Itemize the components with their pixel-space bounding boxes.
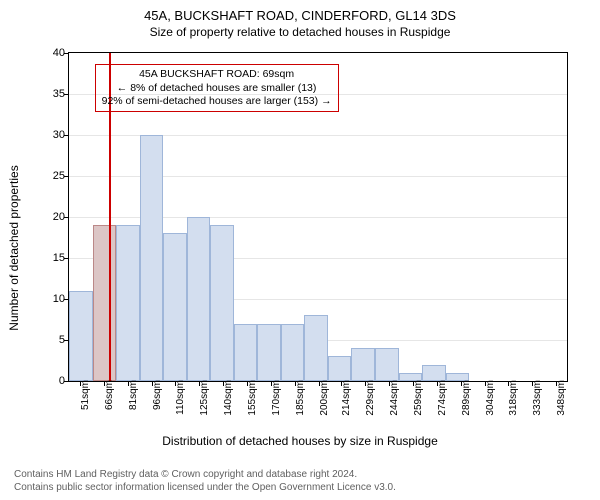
histogram-bar [116,225,140,381]
page-title: 45A, BUCKSHAFT ROAD, CINDERFORD, GL14 3D… [0,0,600,25]
footer-line: Contains public sector information licen… [14,482,396,495]
annotation-line: 45A BUCKSHAFT ROAD: 69sqm [102,68,332,81]
y-tick-label: 25 [39,170,65,182]
x-tick-label: 229sqm [365,380,376,416]
x-tick-label: 289sqm [461,380,472,416]
histogram-bar [163,233,187,381]
x-tick-label: 140sqm [223,380,234,416]
x-tick-label: 318sqm [508,380,519,416]
y-tick-label: 30 [39,129,65,141]
histogram-bar [375,348,399,381]
histogram-bar [281,324,305,381]
histogram-bar [93,225,117,381]
annotation-line: ← 8% of detached houses are smaller (13) [102,82,332,95]
x-tick-label: 170sqm [271,380,282,416]
histogram-bar [257,324,281,381]
histogram-bar [69,291,93,381]
histogram-bar [210,225,234,381]
histogram-bar [187,217,211,381]
plot-area: 051015202530354051sqm66sqm81sqm96sqm110s… [68,52,568,382]
x-tick-label: 110sqm [175,380,186,415]
x-axis-label: Distribution of detached houses by size … [20,434,580,448]
y-tick-label: 40 [39,47,65,59]
x-tick-label: 259sqm [413,380,424,416]
x-tick-label: 51sqm [80,380,91,410]
x-tick-label: 333sqm [532,380,543,416]
x-tick-label: 66sqm [104,380,115,410]
y-tick-label: 0 [39,375,65,387]
footer-line: Contains HM Land Registry data © Crown c… [14,469,396,482]
x-tick-label: 155sqm [247,380,258,416]
x-tick-label: 200sqm [319,380,330,416]
histogram-bar [304,315,328,381]
x-tick-label: 81sqm [128,380,139,410]
histogram-bar [351,348,375,381]
histogram-bar [422,365,446,381]
x-tick-label: 274sqm [437,380,448,416]
histogram-bar [328,356,352,381]
y-tick-label: 20 [39,211,65,223]
annotation-line: 92% of semi-detached houses are larger (… [102,95,332,108]
x-tick-label: 96sqm [152,380,163,410]
y-tick-label: 35 [39,88,65,100]
chart-container: Number of detached properties 0510152025… [20,46,580,450]
histogram-bar [234,324,258,381]
x-tick-label: 304sqm [485,380,496,416]
y-tick-label: 5 [39,334,65,346]
x-tick-label: 348sqm [556,380,567,416]
x-tick-label: 214sqm [341,380,352,416]
y-tick-label: 10 [39,293,65,305]
annotation-box: 45A BUCKSHAFT ROAD: 69sqm← 8% of detache… [95,64,339,111]
x-tick-label: 125sqm [199,380,210,416]
footer-attribution: Contains HM Land Registry data © Crown c… [14,469,396,494]
y-axis-label: Number of detached properties [7,165,21,330]
y-tick-label: 15 [39,252,65,264]
x-tick-label: 185sqm [295,380,306,416]
histogram-bar [140,135,164,381]
x-tick-label: 244sqm [389,380,400,416]
page-subtitle: Size of property relative to detached ho… [0,25,600,41]
